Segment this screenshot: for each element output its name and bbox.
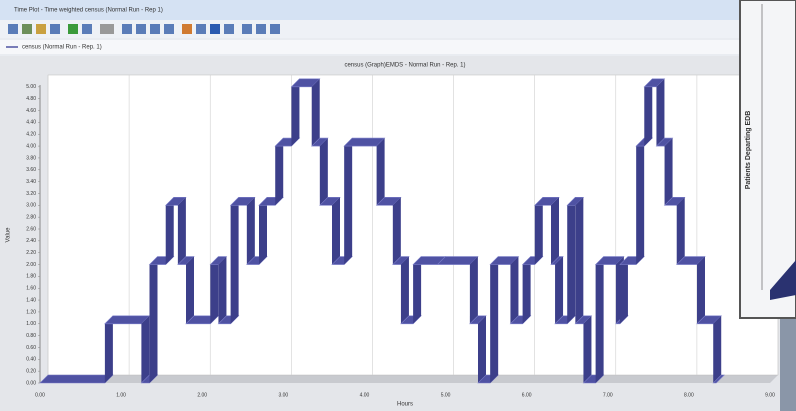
- step-riser: [644, 78, 653, 147]
- x-tick-label: 1.00: [116, 392, 126, 398]
- y-tick-label: 3.00: [26, 203, 36, 209]
- step-riser: [259, 197, 267, 265]
- step-riser: [230, 197, 239, 324]
- x-tick-label: 0.00: [35, 392, 45, 398]
- step-riser: [656, 78, 665, 147]
- y-tick-label: 1.60: [26, 286, 36, 292]
- step-riser: [555, 256, 564, 324]
- step-riser: [177, 197, 186, 265]
- side-axis-label: Patients Departing EDB: [745, 111, 752, 190]
- step-riser: [246, 197, 255, 265]
- step-riser: [319, 138, 328, 206]
- y-tick-label: 0.40: [26, 357, 36, 363]
- step-riser: [697, 256, 705, 324]
- x-tick-label: 4.00: [360, 392, 370, 398]
- y-tick-label: 4.60: [26, 108, 36, 114]
- step-riser: [713, 315, 722, 383]
- step-riser: [275, 138, 284, 206]
- step-riser: [619, 256, 628, 324]
- step-riser: [291, 78, 300, 147]
- tab-strip: [0, 40, 780, 54]
- step-riser: [551, 197, 559, 265]
- step-riser: [344, 138, 353, 265]
- step-riser: [664, 138, 673, 206]
- step-riser: [210, 256, 219, 324]
- step-riser: [478, 315, 486, 383]
- y-tick-label: 2.60: [26, 226, 36, 232]
- y-tick-label: 0.80: [26, 333, 36, 339]
- y-tick-label: 0.20: [26, 368, 36, 374]
- y-tick-label: 3.40: [26, 179, 36, 185]
- y-tick-label: 4.00: [26, 143, 36, 149]
- y-tick-label: 3.20: [26, 191, 36, 197]
- y-tick-label: 2.40: [26, 238, 36, 244]
- step-riser: [186, 256, 194, 324]
- x-tick-label: 8.00: [684, 392, 694, 398]
- step-riser: [392, 197, 401, 265]
- x-tick-label: 9.00: [765, 392, 775, 398]
- x-tick-label: 6.00: [522, 392, 532, 398]
- step-riser: [400, 256, 409, 324]
- y-tick-label: 0.60: [26, 345, 36, 351]
- y-tick-label: 3.60: [26, 167, 36, 173]
- step-riser: [149, 256, 158, 383]
- y-tick-label: 5.00: [26, 84, 36, 90]
- y-tick-label: 3.80: [26, 155, 36, 161]
- x-tick-label: 7.00: [603, 392, 613, 398]
- y-tick-label: 2.00: [26, 262, 36, 268]
- step-segment: [712, 374, 725, 384]
- y-tick-label: 4.40: [26, 120, 36, 126]
- y-tick-label: 1.20: [26, 309, 36, 315]
- step-riser: [218, 256, 227, 324]
- title-bar: [0, 0, 780, 20]
- step-riser: [413, 256, 422, 324]
- y-tick-label: 2.20: [26, 250, 36, 256]
- step-segment: [39, 374, 114, 384]
- step-riser: [636, 138, 645, 265]
- window-title: Time Plot - Time weighted census (Normal…: [14, 8, 163, 14]
- step-riser: [376, 138, 385, 206]
- side-chart-fragment: [770, 260, 796, 300]
- y-tick-label: 4.20: [26, 132, 36, 138]
- y-tick-label: 1.40: [26, 297, 36, 303]
- step-riser: [522, 256, 531, 324]
- x-axis-label: Hours: [397, 402, 413, 408]
- step-riser: [583, 315, 592, 383]
- plot: 0.00 0.20 0.40 0.60 0.80 1.00 1.20 1.40 1.60 1.80…: [26, 75, 779, 398]
- step-riser: [104, 315, 113, 383]
- toolbar-icons[interactable]: [8, 24, 280, 34]
- x-tick-label: 3.00: [278, 392, 288, 398]
- y-tick-label: 1.80: [26, 274, 36, 280]
- step-riser: [567, 197, 576, 324]
- chart-title: census (Graph)EMDS - Normal Run - Rep. 1…: [344, 63, 465, 69]
- step-riser: [165, 197, 174, 265]
- step-riser: [141, 315, 150, 383]
- step-riser: [510, 256, 519, 324]
- side-window: [739, 0, 796, 319]
- y-tick-label: 1.00: [26, 321, 36, 327]
- step-riser: [595, 256, 604, 383]
- y-tick-label: 2.80: [26, 214, 36, 220]
- toolbar[interactable]: [0, 20, 780, 38]
- y-tick-label: 0.00: [26, 380, 36, 386]
- step-riser: [311, 78, 320, 147]
- x-tick-label: 2.00: [197, 392, 207, 398]
- step-riser: [332, 197, 340, 265]
- tab-label[interactable]: census (Normal Run - Rep. 1): [22, 45, 102, 51]
- step-riser: [469, 256, 478, 324]
- y-axis-label: Value: [6, 227, 12, 243]
- x-tick-label: 5.00: [441, 392, 451, 398]
- step-riser: [676, 197, 685, 265]
- step-riser: [534, 197, 543, 265]
- y-tick-label: 4.80: [26, 96, 36, 102]
- step-riser: [575, 197, 584, 324]
- step-riser: [490, 256, 499, 383]
